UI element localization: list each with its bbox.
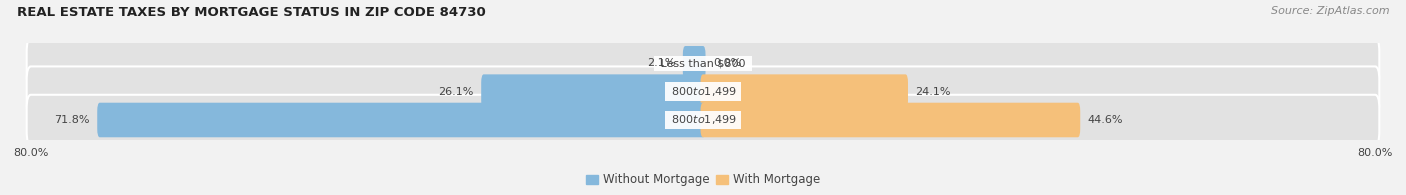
Text: 0.0%: 0.0% <box>713 58 741 68</box>
FancyBboxPatch shape <box>481 74 706 109</box>
FancyBboxPatch shape <box>27 66 1379 117</box>
FancyBboxPatch shape <box>683 46 706 81</box>
Text: $800 to $1,499: $800 to $1,499 <box>668 85 738 98</box>
Text: Source: ZipAtlas.com: Source: ZipAtlas.com <box>1271 6 1389 16</box>
FancyBboxPatch shape <box>97 103 706 137</box>
Text: 24.1%: 24.1% <box>915 87 950 97</box>
FancyBboxPatch shape <box>27 38 1379 89</box>
FancyBboxPatch shape <box>700 74 908 109</box>
Legend: Without Mortgage, With Mortgage: Without Mortgage, With Mortgage <box>581 169 825 191</box>
Text: 26.1%: 26.1% <box>439 87 474 97</box>
Text: Less than $800: Less than $800 <box>657 58 749 68</box>
Text: 71.8%: 71.8% <box>55 115 90 125</box>
FancyBboxPatch shape <box>27 95 1379 145</box>
FancyBboxPatch shape <box>700 103 1080 137</box>
Text: $800 to $1,499: $800 to $1,499 <box>668 113 738 127</box>
Text: REAL ESTATE TAXES BY MORTGAGE STATUS IN ZIP CODE 84730: REAL ESTATE TAXES BY MORTGAGE STATUS IN … <box>17 6 485 19</box>
Text: 2.1%: 2.1% <box>647 58 675 68</box>
Text: 44.6%: 44.6% <box>1088 115 1123 125</box>
